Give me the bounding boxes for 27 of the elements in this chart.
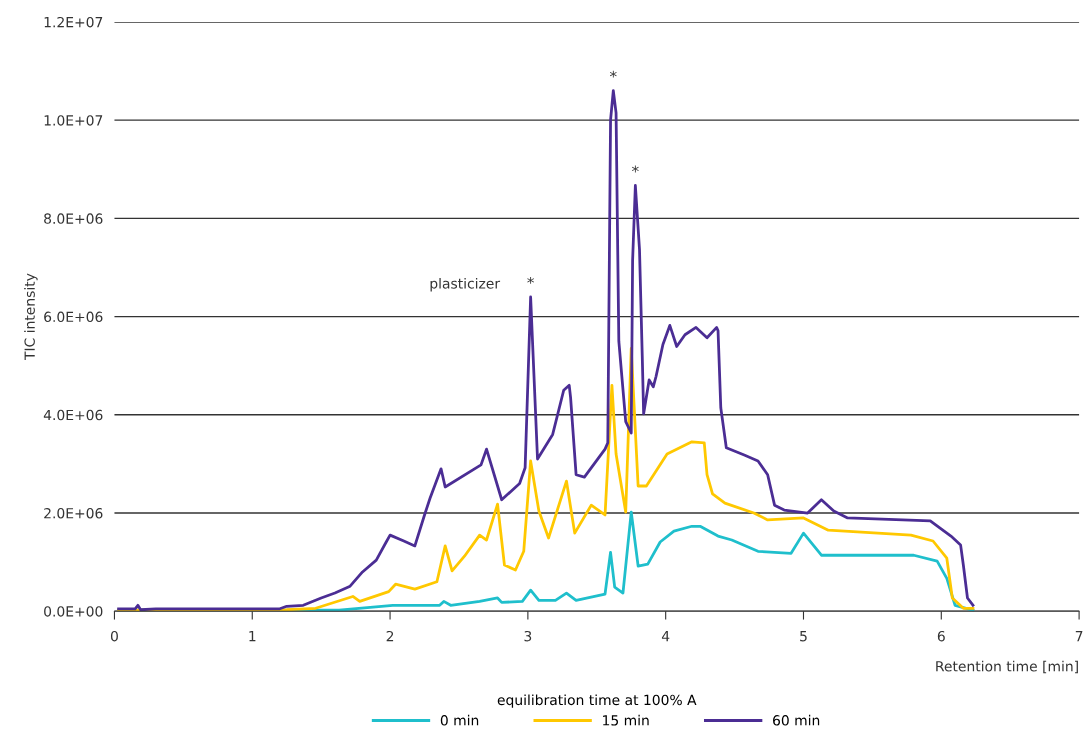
x-tick-label: 7 <box>1075 631 1083 642</box>
y-axis-title: TIC intensity <box>24 273 38 361</box>
y-tick-label: 6.0E+06 <box>44 311 103 323</box>
x-tick-label: 3 <box>524 630 532 642</box>
x-tick-label: 2 <box>386 630 394 642</box>
y-tick-label: 1.0E+07 <box>44 115 103 126</box>
x-tick-label: 1 <box>249 631 256 642</box>
annotation: * <box>632 165 639 173</box>
y-tick-label: 2.0E+06 <box>44 507 103 519</box>
y-tick-label: 0.0E+00 <box>44 606 103 617</box>
line-series <box>117 89 975 612</box>
x-tick-label: 6 <box>937 630 945 642</box>
x-tick-label: 5 <box>800 631 807 642</box>
legend-title: equilibration time at 100% A <box>497 694 697 708</box>
legend-label: 15 min <box>603 714 649 726</box>
x-tick-label: 0 <box>110 630 118 642</box>
annotation: * <box>527 276 534 284</box>
legend-label: 0 min <box>440 714 479 726</box>
annotation: plasticizer <box>430 277 501 292</box>
legend-label: 60 min <box>773 714 820 726</box>
y-tick-label: 4.0E+06 <box>43 409 103 421</box>
x-tick-label: 4 <box>661 631 670 642</box>
x-axis-title: Retention time [min] <box>936 660 1078 674</box>
y-tick-label: 1.2E+07 <box>44 16 103 28</box>
y-tick-label: 8.0E+06 <box>44 213 103 224</box>
annotation: * <box>609 70 617 78</box>
line-series <box>117 347 975 612</box>
